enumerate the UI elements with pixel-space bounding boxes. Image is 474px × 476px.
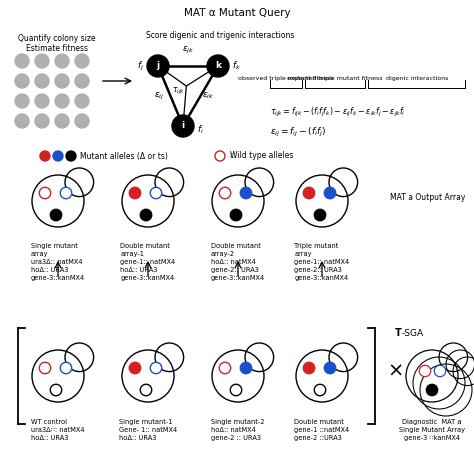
Circle shape: [219, 362, 231, 374]
Circle shape: [147, 55, 169, 77]
Text: $\varepsilon_{ij} = f_{ij} - (f_i f_j)$: $\varepsilon_{ij} = f_{ij} - (f_i f_j)$: [270, 126, 326, 139]
Text: ×: ×: [388, 361, 404, 380]
Text: i: i: [182, 121, 184, 130]
Circle shape: [314, 209, 326, 221]
Circle shape: [303, 187, 315, 198]
Circle shape: [39, 362, 51, 374]
Circle shape: [35, 54, 49, 68]
Text: T: T: [395, 328, 402, 338]
Circle shape: [50, 384, 62, 396]
Circle shape: [15, 94, 29, 108]
Circle shape: [314, 384, 326, 396]
Circle shape: [129, 362, 141, 374]
Circle shape: [15, 114, 29, 128]
Circle shape: [230, 209, 242, 221]
Text: □: □: [230, 153, 235, 159]
Circle shape: [55, 54, 69, 68]
Circle shape: [207, 55, 229, 77]
Circle shape: [55, 74, 69, 88]
Circle shape: [60, 362, 72, 374]
Circle shape: [60, 187, 72, 198]
Text: j: j: [156, 61, 160, 70]
Circle shape: [129, 187, 141, 198]
Text: expected triple mutant fitness: expected triple mutant fitness: [287, 76, 383, 81]
Text: $f_i$: $f_i$: [197, 124, 204, 136]
Text: observed triple mutant fitness: observed triple mutant fitness: [238, 76, 334, 81]
Circle shape: [240, 187, 252, 198]
Circle shape: [66, 151, 76, 161]
Circle shape: [172, 115, 194, 137]
Text: Double mutant
gene-1 ::natMX4
gene-2 ::URA3: Double mutant gene-1 ::natMX4 gene-2 ::U…: [294, 419, 350, 441]
Circle shape: [303, 362, 315, 374]
Text: $\varepsilon_{ik}$: $\varepsilon_{ik}$: [202, 91, 214, 101]
Circle shape: [50, 209, 62, 221]
Text: $\tau_{ijk} = f_{ijk} - (f_i f_j f_k) - \varepsilon_{ij} f_k - \varepsilon_{ik} : $\tau_{ijk} = f_{ijk} - (f_i f_j f_k) - …: [270, 106, 405, 119]
Circle shape: [35, 74, 49, 88]
Circle shape: [324, 187, 336, 198]
Circle shape: [140, 384, 152, 396]
Circle shape: [240, 362, 252, 374]
Circle shape: [150, 187, 162, 198]
Circle shape: [75, 94, 89, 108]
Text: k: k: [215, 61, 221, 70]
Text: Single mutant-1
Gene- 1:: natMX4
hoΔ:: URA3: Single mutant-1 Gene- 1:: natMX4 hoΔ:: U…: [119, 419, 177, 441]
Text: $\varepsilon_{jk}$: $\varepsilon_{jk}$: [182, 44, 194, 56]
Text: $\tau_{ijk}$: $\tau_{ijk}$: [172, 86, 185, 97]
Text: digenic interactions: digenic interactions: [386, 76, 448, 81]
Text: Mutant alleles (Δ or ts): Mutant alleles (Δ or ts): [80, 151, 168, 160]
Circle shape: [75, 54, 89, 68]
Circle shape: [324, 362, 336, 374]
Circle shape: [230, 384, 242, 396]
Text: $f_j$: $f_j$: [137, 60, 144, 72]
Text: $\varepsilon_{ij}$: $\varepsilon_{ij}$: [154, 90, 164, 101]
Circle shape: [426, 384, 438, 396]
Text: Single mutant-2
hoΔ:: natMX4
gene-2 :: URA3: Single mutant-2 hoΔ:: natMX4 gene-2 :: U…: [211, 419, 265, 441]
Circle shape: [15, 54, 29, 68]
Circle shape: [40, 151, 50, 161]
Text: Double mutant
array-1
gene-1:: natMX4
hoΔ:: URA3
gene-3::kanMX4: Double mutant array-1 gene-1:: natMX4 ho…: [120, 243, 176, 281]
Circle shape: [215, 151, 225, 161]
Circle shape: [434, 365, 446, 377]
Circle shape: [219, 187, 231, 198]
Circle shape: [75, 114, 89, 128]
Text: Quantify colony size
Estimate fitness: Quantify colony size Estimate fitness: [18, 34, 96, 53]
Text: $f_k$: $f_k$: [232, 60, 241, 72]
Text: Diagnostic  MAT a
Single Mutant Array
gene-3 ∷kanMX4: Diagnostic MAT a Single Mutant Array gen…: [399, 419, 465, 441]
Circle shape: [419, 365, 431, 377]
Circle shape: [35, 94, 49, 108]
Circle shape: [75, 74, 89, 88]
Text: Wild type alleles: Wild type alleles: [230, 151, 293, 160]
Text: Single mutant
array
ura3Δ:: natMX4
hoΔ:: URA3
gene-3::kanMX4: Single mutant array ura3Δ:: natMX4 hoΔ::…: [31, 243, 85, 281]
Circle shape: [39, 187, 51, 198]
Text: -SGA: -SGA: [402, 329, 424, 338]
Text: MAT a Output Array: MAT a Output Array: [390, 194, 465, 202]
Circle shape: [15, 74, 29, 88]
Circle shape: [53, 151, 63, 161]
Circle shape: [55, 114, 69, 128]
Text: WT control
ura3Δ∷: natMX4
hoΔ:: URA3: WT control ura3Δ∷: natMX4 hoΔ:: URA3: [31, 419, 85, 441]
Circle shape: [35, 114, 49, 128]
Text: Triple mutant
array
gene-1:: natMX4
gene-2:: URA3
gene-3::kanMX4: Triple mutant array gene-1:: natMX4 gene…: [294, 243, 350, 281]
Text: Double mutant
array-2
hoΔ:: natMX4
gene-2:: URA3
gene-3::kanMX4: Double mutant array-2 hoΔ:: natMX4 gene-…: [211, 243, 265, 281]
Text: Score digenic and trigenic interactions: Score digenic and trigenic interactions: [146, 31, 294, 40]
Circle shape: [150, 362, 162, 374]
Circle shape: [55, 94, 69, 108]
Text: MAT α Mutant Query: MAT α Mutant Query: [184, 8, 290, 18]
Circle shape: [140, 209, 152, 221]
